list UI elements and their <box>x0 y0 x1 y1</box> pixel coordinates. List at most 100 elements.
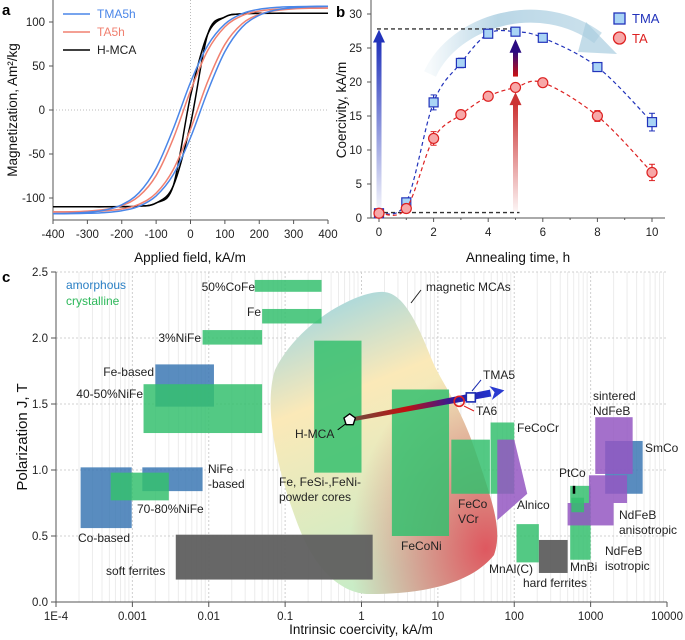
region-ndfeb-anisotropic <box>588 475 628 503</box>
label-powder-1: Fe, FeSi-,FeNi- <box>279 475 361 489</box>
region-50-cofe <box>254 279 322 292</box>
b-x-tick-label: 0 <box>376 227 382 239</box>
a-y-tick-label: 100 <box>26 17 45 29</box>
c-y-tick-label: 2.5 <box>32 267 48 279</box>
a-curve-ta5h-lower <box>52 7 329 213</box>
c-y-tick-label: 2.0 <box>32 333 48 345</box>
b-point-tma <box>428 97 439 108</box>
label-sintered: sintered <box>593 389 636 403</box>
c-x-tick-label: 100 <box>505 611 524 623</box>
legend-ta5h: TA5h <box>97 25 125 39</box>
label-hard-ferrites: hard ferrites <box>523 576 587 590</box>
a-x-tick-label: 200 <box>250 229 269 241</box>
b-point-tma <box>592 61 603 73</box>
b-y-tick-label: 5 <box>356 179 362 191</box>
legend-amorphous: amorphous <box>66 278 126 292</box>
legend-ta: TA <box>632 31 648 46</box>
label-nife-based: -based <box>208 477 245 491</box>
label-fe-based: Fe-based <box>103 365 154 379</box>
label-magnetic-mcas: magnetic MCAs <box>426 280 511 294</box>
b-red-arrow-shaft <box>513 103 518 212</box>
label-70-80nife: 70-80%NiFe <box>137 502 204 516</box>
a-x-tick-label: 300 <box>284 229 303 241</box>
b-point-ta <box>400 202 412 215</box>
label-soft-ferrites: soft ferrites <box>106 564 165 578</box>
label-anisotropic: anisotropic <box>619 523 677 537</box>
b-purple-arrow-head <box>509 39 522 53</box>
b-y-tick-label: 15 <box>349 111 362 123</box>
region-feconi <box>391 389 450 536</box>
b-point-ta <box>373 207 385 219</box>
label-mnal: MnAl(C) <box>489 562 533 576</box>
region-feco-vcr <box>451 439 490 494</box>
label-ptco: PtCo <box>559 466 586 480</box>
region-fe-fesi-feni-powder-cores <box>314 340 362 473</box>
b-point-tma <box>483 28 494 39</box>
c-x-tick-label: 10000 <box>651 611 683 623</box>
label-powder-2: powder cores <box>279 490 351 504</box>
b-point-ta <box>455 109 467 121</box>
label-feconi: FeCoNi <box>401 539 442 553</box>
mca-leader-line <box>410 289 422 304</box>
point-ta6 <box>453 395 465 408</box>
b-point-ta <box>537 77 549 89</box>
a-curve-ta5h-upper <box>52 7 329 213</box>
b-point-ta <box>428 132 440 145</box>
label-ndfeb-aniso: NdFeB <box>619 508 656 522</box>
b-point-ta <box>482 90 494 102</box>
label-ta6: TA6 <box>476 404 497 418</box>
label-40-50nife: 40-50%NiFe <box>76 387 143 401</box>
b-x-tick-label: 2 <box>430 227 436 239</box>
a-curve-h-mca-lower <box>52 12 328 208</box>
b-y-tick-label: 20 <box>349 77 362 89</box>
b-blue-arrow-shaft <box>376 41 382 212</box>
label-50cofe: 50%CoFe <box>202 280 256 294</box>
b-point-tma <box>646 117 658 128</box>
label-smco: SmCo <box>645 441 679 455</box>
c-x-tick-label: 1 <box>358 611 364 623</box>
b-ylabel: Coercivity, kA/m <box>334 62 349 159</box>
b-point-ta <box>646 166 658 179</box>
point-h-mca <box>343 412 357 426</box>
region-40-50-nife <box>143 384 263 434</box>
region-soft-ferrites <box>175 534 373 580</box>
c-y-tick-label: 1.0 <box>32 465 48 477</box>
c-ylabel: Polarization J, T <box>14 383 31 490</box>
a-x-tick-label: 100 <box>215 229 234 241</box>
b-blue-arrow-head <box>373 29 385 43</box>
region-3-nife <box>202 330 263 345</box>
b-x-tick-label: 10 <box>646 227 659 239</box>
point-tma5 <box>465 392 477 403</box>
hysteresis-chart: -400 -300 -200 -100 0 100 200 300 400 -100 -50 0 50 1… <box>22 0 338 241</box>
b-purple-arrow-shaft <box>513 51 518 77</box>
label-feco: FeCo <box>458 497 488 511</box>
legend-crystalline: crystalline <box>66 294 120 308</box>
label-fe: Fe <box>247 305 261 319</box>
legend-hmca: H-MCA <box>97 43 136 57</box>
a-x-tick-label: -200 <box>110 229 133 241</box>
label-hmca: H-MCA <box>295 427 334 441</box>
b-point-ta <box>509 81 522 94</box>
b-red-arrow-head <box>509 92 522 106</box>
b-x-tick-label: 4 <box>485 227 492 239</box>
label-tma5: TMA5 <box>483 368 515 382</box>
a-ylabel: Magnetization, Am²/kg <box>5 43 20 177</box>
label-nife: NiFe <box>208 462 234 476</box>
a-y-tick-label: 50 <box>32 61 45 73</box>
b-point-tma <box>455 57 466 69</box>
region-sintered-ndfeb <box>595 417 633 474</box>
c-y-tick-label: 1.5 <box>32 399 48 411</box>
region-mnal-c- <box>516 524 539 563</box>
b-point-ta <box>591 110 604 122</box>
c-y-tick-label: 0.0 <box>32 597 48 609</box>
hmca-leader-line <box>337 423 346 431</box>
panel-label-a: a <box>2 2 11 19</box>
legend-marker-tma <box>613 12 626 25</box>
label-vcr: VCr <box>458 512 479 526</box>
a-x-tick-label: -400 <box>41 229 64 241</box>
c-x-tick-label: 0.01 <box>198 611 220 623</box>
c-x-tick-label: 0.001 <box>118 611 147 623</box>
b-legend: TMA TA <box>612 11 660 46</box>
b-point-tma <box>510 26 521 37</box>
